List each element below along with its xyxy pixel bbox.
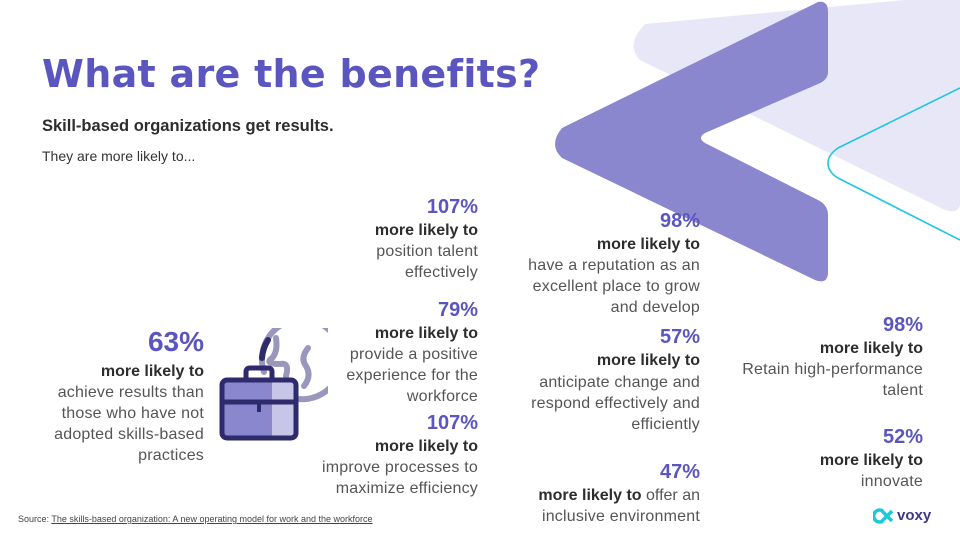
stat-more-likely: more likely to xyxy=(819,452,923,469)
voxy-logo: voxy xyxy=(873,507,931,524)
stat-desc: practices xyxy=(138,447,204,464)
stat-percent: 79% xyxy=(437,299,478,321)
stat-desc: experience for the xyxy=(346,367,478,384)
stat-desc: achieve results than xyxy=(57,384,204,401)
stat-desc: have a reputation as an xyxy=(528,257,700,274)
stat-desc: talent xyxy=(882,382,923,399)
cyan-outline-line xyxy=(827,87,960,241)
source-link[interactable]: The skills-based organization: A new ope… xyxy=(51,514,373,524)
stat-more-likely: more likely to xyxy=(596,352,700,369)
stat-98-reputation: 98% more likely to have a reputation as … xyxy=(528,211,700,318)
stat-desc: efficiently xyxy=(631,416,700,433)
stat-desc: adopted skills-based xyxy=(54,426,204,443)
stat-desc: effectively xyxy=(404,264,478,281)
stat-percent: 52% xyxy=(882,426,923,448)
stat-desc: improve processes to xyxy=(321,459,478,476)
stat-percent: 57% xyxy=(659,326,700,348)
subtitle: Skill-based organizations get results. xyxy=(42,117,334,135)
stat-percent: 107% xyxy=(426,412,478,434)
stat-47: 47% more likely to offer an inclusive en… xyxy=(538,462,700,527)
stat-63: 63% more likely to achieve results than … xyxy=(54,326,204,466)
dark-chevron-shape xyxy=(555,1,828,282)
stat-desc: Retain high-performance xyxy=(742,361,923,378)
stat-desc: anticipate change and xyxy=(539,374,700,391)
stat-percent: 47% xyxy=(659,461,700,483)
stat-desc: position talent xyxy=(376,243,478,260)
briefcase-globe-icon xyxy=(219,328,328,441)
stat-desc: respond effectively and xyxy=(531,395,700,412)
stat-more-likely: more likely to xyxy=(374,438,478,455)
stat-desc: those who have not xyxy=(61,405,204,422)
stat-desc: provide a positive xyxy=(349,346,478,363)
stat-desc: offer an xyxy=(641,487,700,504)
stat-desc: workforce xyxy=(406,388,478,405)
stat-desc: inclusive environment xyxy=(541,508,700,525)
page-title: What are the benefits? xyxy=(42,52,541,96)
stat-more-likely: more likely to xyxy=(374,325,478,342)
stat-more-likely: more likely to xyxy=(100,363,204,380)
stat-more-likely: more likely to xyxy=(374,222,478,239)
stat-percent: 63% xyxy=(147,326,204,357)
stat-57: 57% more likely to anticipate change and… xyxy=(531,327,700,435)
source-citation: Source: The skills-based organization: A… xyxy=(18,514,373,524)
stat-107-improve: 107% more likely to improve processes to… xyxy=(322,413,478,499)
stat-79: 79% more likely to provide a positive ex… xyxy=(346,300,478,407)
stat-percent: 98% xyxy=(882,314,923,336)
stat-98-retain: 98% more likely to Retain high-performan… xyxy=(742,315,923,401)
intro-text: They are more likely to... xyxy=(42,148,196,164)
stat-desc: and develop xyxy=(610,299,700,316)
stat-more-likely: more likely to xyxy=(538,487,642,504)
stat-desc: innovate xyxy=(860,473,923,490)
stat-percent: 107% xyxy=(426,196,478,218)
stat-more-likely: more likely to xyxy=(596,236,700,253)
stat-desc: excellent place to grow xyxy=(532,278,700,295)
stat-percent: 98% xyxy=(659,210,700,232)
stat-52: 52% more likely to innovate xyxy=(820,427,923,492)
voxy-logo-icon xyxy=(873,507,894,524)
stat-desc: maximize efficiency xyxy=(335,480,478,497)
voxy-logo-text: voxy xyxy=(897,507,932,524)
source-label: Source: xyxy=(18,514,52,524)
stat-more-likely: more likely to xyxy=(819,340,923,357)
stat-107-position: 107% more likely to position talent effe… xyxy=(375,197,478,283)
